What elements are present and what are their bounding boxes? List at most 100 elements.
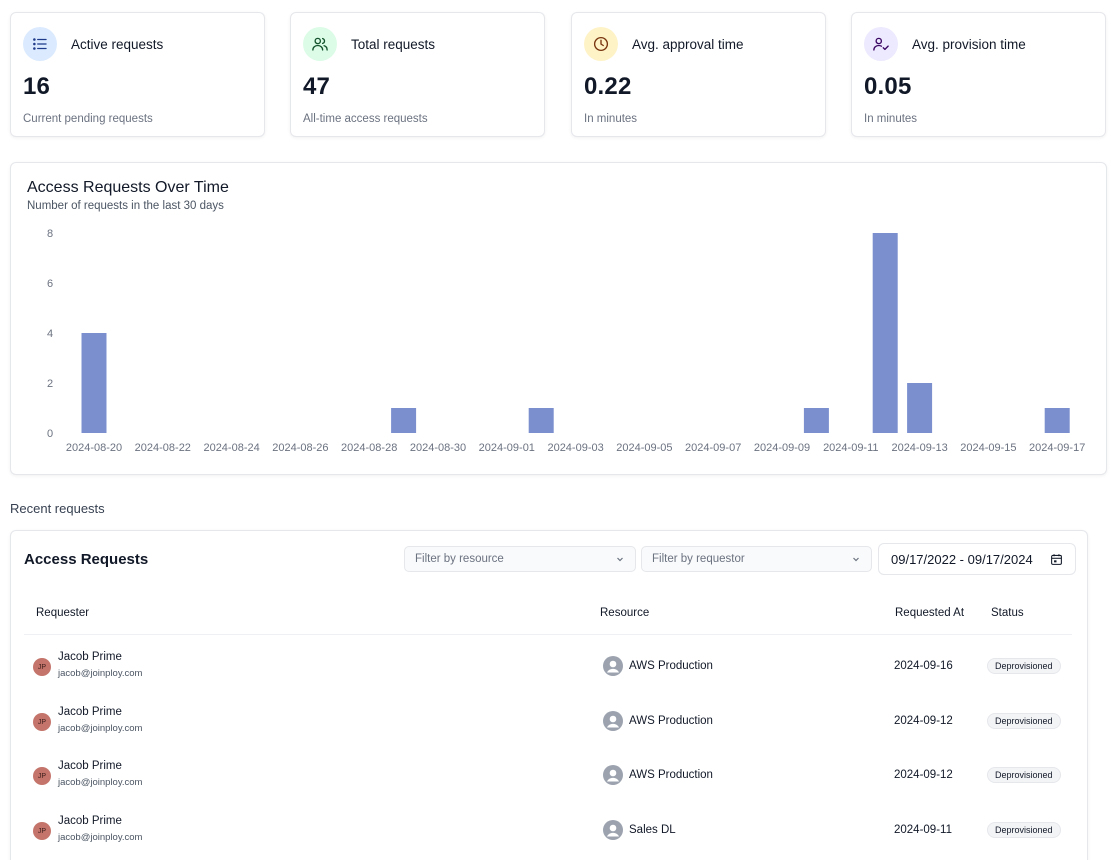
x-tick-label: 2024-08-22: [135, 442, 191, 454]
resource-name: AWS Production: [629, 715, 713, 727]
resource-name: Sales DL: [629, 824, 676, 836]
y-tick-label: 8: [47, 228, 53, 240]
stat-title: Avg. provision time: [912, 36, 1026, 52]
column-header-status[interactable]: Status: [991, 607, 1024, 619]
x-tick-label: 2024-09-01: [479, 442, 535, 454]
bar-2024-09-13[interactable]: [907, 383, 933, 433]
header-divider: [24, 634, 1072, 635]
bar-2024-08-20[interactable]: [81, 333, 107, 433]
stat-card-total-requests: Total requests 47 All-time access reques…: [290, 12, 545, 137]
requested-at: 2024-09-11: [894, 824, 952, 836]
x-tick-label: 2024-09-05: [616, 442, 672, 454]
resource-user-icon: [603, 711, 623, 731]
calendar-icon: [1051, 553, 1062, 565]
x-tick-label: 2024-09-13: [891, 442, 947, 454]
clock-icon: [584, 27, 618, 61]
bar-2024-09-12[interactable]: [872, 233, 898, 433]
x-tick-label: 2024-08-20: [66, 442, 122, 454]
column-header-resource[interactable]: Resource: [600, 607, 650, 619]
user-check-icon: [864, 27, 898, 61]
avatar: JP: [33, 822, 51, 840]
filter-placeholder: Filter by resource: [415, 553, 504, 565]
requester-name: Jacob Prime: [58, 706, 122, 718]
chevron-down-icon: [617, 557, 623, 562]
filter-placeholder: Filter by requestor: [652, 553, 745, 565]
stat-card-avg-approval-time: Avg. approval time 0.22 In minutes: [571, 12, 826, 137]
x-tick-label: 2024-08-24: [203, 442, 259, 454]
resource-user-icon: [603, 820, 623, 840]
stat-title: Avg. approval time: [632, 36, 744, 52]
status-badge: Deprovisioned: [987, 713, 1061, 729]
table-row[interactable]: JP Jacob Prime jacob@joinploy.com Sales …: [24, 805, 1072, 859]
resource-name: AWS Production: [629, 660, 713, 672]
date-range-picker[interactable]: 09/17/2022 - 09/17/2024: [878, 543, 1076, 575]
bar-2024-09-17[interactable]: [1044, 408, 1070, 433]
stat-value: 16: [23, 73, 51, 100]
table-row[interactable]: JP Jacob Prime jacob@joinploy.com AWS Pr…: [24, 750, 1072, 804]
users-icon: [303, 27, 337, 61]
stat-card-active-requests: Active requests 16 Current pending reque…: [10, 12, 265, 137]
stat-subtitle: Current pending requests: [23, 113, 153, 125]
requester-name: Jacob Prime: [58, 651, 122, 663]
x-tick-label: 2024-08-30: [410, 442, 466, 454]
x-tick-label: 2024-09-03: [547, 442, 603, 454]
list-icon: [23, 27, 57, 61]
avatar: JP: [33, 767, 51, 785]
x-tick-label: 2024-09-11: [823, 442, 878, 454]
stat-value: 0.22: [584, 73, 632, 100]
table-row[interactable]: JP Jacob Prime jacob@joinploy.com AWS Pr…: [24, 696, 1072, 750]
requested-at: 2024-09-12: [894, 769, 953, 781]
requester-email: jacob@joinploy.com: [58, 668, 143, 679]
requester-email: jacob@joinploy.com: [58, 777, 143, 788]
date-range-value: 09/17/2022 - 09/17/2024: [891, 551, 1033, 567]
chart-title: Access Requests Over Time: [27, 179, 229, 196]
bar-chart: 0 2 4 6 8 2024-08-20 2024-08-22 2024-08-24 2024-…: [47, 228, 1085, 454]
x-tick-label: 2024-08-26: [272, 442, 328, 454]
requested-at: 2024-09-16: [894, 660, 953, 672]
stat-title: Active requests: [71, 36, 164, 52]
stat-subtitle: In minutes: [584, 113, 638, 125]
table-title: Access Requests: [24, 551, 149, 568]
stat-subtitle: In minutes: [864, 113, 918, 125]
requester-name: Jacob Prime: [58, 760, 122, 772]
stat-card-avg-provision-time: Avg. provision time 0.05 In minutes: [851, 12, 1106, 137]
requester-email: jacob@joinploy.com: [58, 832, 143, 843]
avatar: JP: [33, 658, 51, 676]
resource-user-icon: [603, 656, 623, 676]
resource-name: AWS Production: [629, 769, 713, 781]
avatar: JP: [33, 713, 51, 731]
bar-2024-08-29[interactable]: [391, 408, 417, 433]
x-tick-label: 2024-09-09: [754, 442, 810, 454]
y-tick-label: 4: [47, 328, 53, 340]
filter-by-resource-select[interactable]: Filter by resource: [404, 546, 636, 572]
status-badge: Deprovisioned: [987, 822, 1061, 838]
resource-user-icon: [603, 765, 623, 785]
table-row[interactable]: JP Jacob Prime jacob@joinploy.com AWS Pr…: [24, 641, 1072, 695]
chart-subtitle: Number of requests in the last 30 days: [27, 200, 224, 212]
chevron-down-icon: [853, 557, 859, 562]
y-tick-label: 0: [47, 428, 53, 440]
access-requests-table-card: Access Requests Filter by resource Filte…: [10, 530, 1088, 860]
filter-by-requestor-select[interactable]: Filter by requestor: [641, 546, 872, 572]
stat-value: 0.05: [864, 73, 912, 100]
y-tick-label: 2: [47, 378, 53, 390]
requested-at: 2024-09-12: [894, 715, 953, 727]
recent-requests-label: Recent requests: [10, 501, 105, 516]
requester-email: jacob@joinploy.com: [58, 723, 143, 734]
column-header-requested-at[interactable]: Requested At: [895, 607, 965, 619]
stat-title: Total requests: [351, 36, 436, 52]
x-tick-label: 2024-09-15: [960, 442, 1016, 454]
y-tick-label: 6: [47, 278, 53, 290]
bar-2024-09-02[interactable]: [528, 408, 554, 433]
status-badge: Deprovisioned: [987, 767, 1061, 783]
column-header-requester[interactable]: Requester: [36, 607, 90, 619]
x-tick-label: 2024-09-17: [1029, 442, 1085, 454]
bar-2024-09-10[interactable]: [803, 408, 829, 433]
status-badge: Deprovisioned: [987, 658, 1061, 674]
x-tick-label: 2024-08-28: [341, 442, 397, 454]
stat-value: 47: [303, 73, 331, 100]
stat-subtitle: All-time access requests: [303, 113, 428, 125]
requester-name: Jacob Prime: [58, 815, 122, 827]
x-tick-label: 2024-09-07: [685, 442, 741, 454]
access-requests-chart-card: 0 2 4 6 8 2024-08-20 2024-08-22 2024-08-24 2024-…: [10, 162, 1107, 475]
